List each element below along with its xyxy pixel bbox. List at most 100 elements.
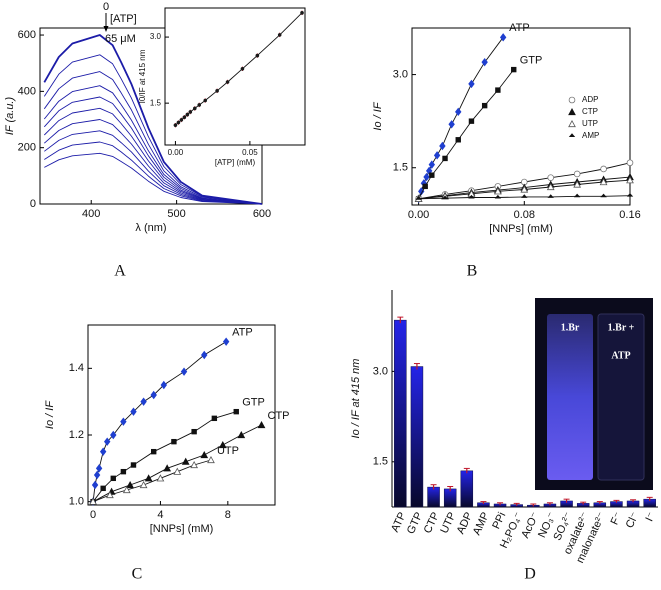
- marker: [425, 166, 433, 176]
- marker: [626, 192, 634, 197]
- marker: [494, 194, 502, 199]
- marker: [200, 450, 209, 459]
- marker: [240, 66, 245, 71]
- marker: [520, 185, 529, 193]
- fit-line: [92, 411, 237, 502]
- fit-line: [92, 424, 262, 503]
- plot-frame: [87, 324, 276, 506]
- marker: [573, 180, 582, 188]
- marker: [439, 141, 446, 151]
- marker: [144, 474, 153, 482]
- spectrum-line: [44, 130, 263, 205]
- marker: [104, 437, 111, 446]
- marker: [511, 66, 517, 73]
- marker: [176, 120, 181, 125]
- marker: [106, 490, 114, 499]
- marker: [257, 420, 266, 429]
- marker: [300, 11, 304, 15]
- photo-inset: 1.Br 1.Br + ATP: [535, 298, 653, 490]
- spectrum-line: [43, 96, 263, 205]
- marker: [573, 170, 581, 178]
- marker: [277, 33, 282, 37]
- bar: [427, 486, 440, 508]
- marker: [423, 172, 430, 182]
- marker: [197, 103, 202, 107]
- marker: [110, 475, 116, 482]
- spectrum-line: [43, 85, 263, 205]
- marker: [120, 417, 127, 426]
- y-tick-label: 1.2: [69, 429, 84, 441]
- marker: [215, 89, 219, 93]
- marker: [89, 497, 97, 505]
- marker: [110, 430, 117, 440]
- x-tick-label: 8: [225, 509, 231, 521]
- y-tick-label: 200: [18, 142, 36, 154]
- spectrum-line: [43, 71, 263, 205]
- spectrum-line: [43, 34, 263, 205]
- marker: [547, 174, 555, 181]
- spectrum-line: [43, 54, 263, 205]
- y-tick-label: 1.4: [69, 362, 84, 374]
- marker: [188, 110, 193, 114]
- marker: [126, 480, 134, 489]
- marker: [173, 123, 178, 127]
- panel-label: B: [467, 263, 478, 280]
- marker: [156, 474, 165, 482]
- marker: [181, 457, 190, 465]
- legend-marker: [568, 133, 576, 137]
- legend-marker: [568, 119, 576, 128]
- marker: [600, 193, 607, 198]
- y-axis-title: Io / IF at 415 nm: [350, 359, 362, 439]
- x-tick-label: 400: [82, 208, 100, 220]
- spectrum-line: [43, 107, 263, 205]
- photo-label: 1.Br: [561, 322, 580, 333]
- x-tick-label: 0.00: [408, 209, 429, 221]
- series-label: GTP: [242, 397, 265, 409]
- marker: [433, 151, 441, 160]
- marker: [547, 194, 554, 198]
- marker: [91, 480, 99, 490]
- y-tick-label: 3.0: [150, 32, 162, 41]
- y-axis-title: Io / IF: [44, 400, 56, 429]
- marker: [455, 107, 462, 117]
- marker: [218, 440, 227, 449]
- y-tick-label: 3.0: [393, 68, 408, 80]
- series-label: GTP: [520, 55, 543, 67]
- plot-frame: [411, 27, 631, 206]
- marker: [171, 438, 177, 445]
- marker: [494, 187, 502, 195]
- panel-label: D: [524, 566, 536, 583]
- annotation: 0: [103, 1, 109, 13]
- marker: [95, 464, 103, 473]
- marker: [422, 183, 428, 190]
- marker: [130, 407, 137, 416]
- marker: [546, 182, 555, 191]
- series-label: UTP: [217, 445, 239, 457]
- photo-label: 1.Br +: [608, 322, 635, 333]
- x-axis-title: [NNPs] (mM): [489, 223, 553, 235]
- marker: [441, 195, 449, 200]
- bar: [410, 366, 424, 508]
- marker: [130, 462, 137, 468]
- marker: [182, 115, 187, 120]
- y-axis-title: IF (a.u.): [4, 97, 16, 136]
- marker: [233, 408, 239, 415]
- marker: [626, 159, 634, 167]
- marker: [600, 165, 607, 173]
- x-tick-label: 4: [157, 509, 163, 521]
- spectrum-line: [44, 141, 263, 205]
- series-label: CTP: [268, 410, 290, 422]
- marker: [179, 118, 184, 122]
- marker: [481, 102, 488, 109]
- legend-label: AMP: [582, 131, 599, 140]
- x-tick-label: Cl⁻: [624, 510, 642, 530]
- marker: [120, 468, 127, 475]
- x-tick-label: 0.08: [514, 209, 535, 221]
- series-label: ATP: [232, 327, 253, 339]
- marker: [481, 57, 488, 67]
- marker: [455, 137, 461, 143]
- marker: [173, 467, 182, 475]
- marker: [185, 112, 190, 117]
- marker: [255, 53, 260, 58]
